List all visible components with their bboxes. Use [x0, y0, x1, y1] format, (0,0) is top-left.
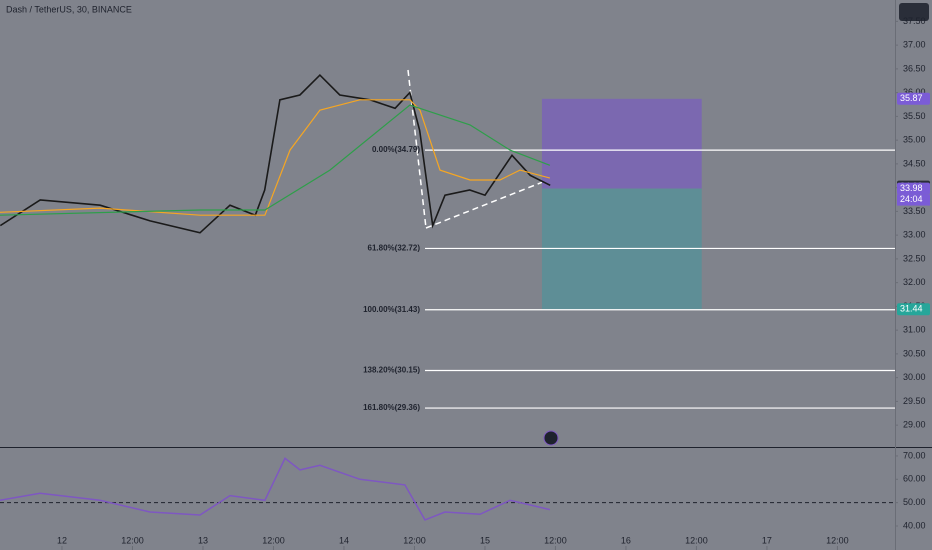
fib-label: 0.00%(34.79)	[372, 145, 420, 154]
countdown: 24:04	[900, 194, 923, 204]
y-tick-label: 30.00	[903, 372, 926, 382]
price-label: 35.87	[900, 93, 923, 103]
fib-label: 161.80%(29.36)	[363, 403, 420, 412]
x-tick-label: 12:00	[826, 535, 849, 545]
price-label-box	[897, 92, 930, 105]
x-tick-label: 14	[339, 535, 349, 545]
button[interactable]	[899, 3, 929, 21]
x-tick-label: 12:00	[685, 535, 708, 545]
y-tick-label: 34.50	[903, 158, 926, 168]
y-tick-label: 30.50	[903, 348, 926, 358]
fib-label: 100.00%(31.43)	[363, 305, 420, 314]
profit-zone	[541, 98, 702, 189]
pattern-line	[407, 69, 427, 229]
pattern-line	[425, 177, 554, 229]
price-line	[0, 99, 551, 216]
x-tick-label: 13	[198, 535, 208, 545]
fib-label: 61.80%(32.72)	[368, 244, 421, 253]
rsi-line	[0, 457, 551, 521]
y-tick-label: 37.50	[903, 16, 926, 26]
chart-title: Dash / TetherUS, 30, BINANCE	[6, 4, 132, 14]
x-tick-label: 15	[480, 535, 490, 545]
countdown-box	[897, 194, 930, 206]
y-tick-label: 32.50	[903, 253, 926, 263]
x-tick-label: 17	[762, 535, 772, 545]
fib-label: 138.20%(30.15)	[363, 366, 420, 375]
price-label: 31.44	[900, 304, 923, 314]
y-tick-label: 35.50	[903, 111, 926, 121]
y-tick-label: 36.50	[903, 63, 926, 73]
price-label-box	[897, 182, 930, 195]
rsi-tick-label: 40.00	[903, 520, 926, 530]
x-tick-label: 12:00	[403, 535, 426, 545]
rsi-tick-label: 60.00	[903, 474, 926, 484]
y-tick-label: 37.00	[903, 40, 926, 50]
rsi-tick-label: 70.00	[903, 450, 926, 460]
y-tick-label: 36.00	[903, 87, 926, 97]
price-line	[0, 104, 551, 216]
y-tick-label: 32.00	[903, 277, 926, 287]
price-label-box	[897, 303, 930, 316]
event-icon[interactable]	[543, 430, 559, 446]
x-tick-label: 12	[57, 535, 67, 545]
x-tick-label: 12:00	[262, 535, 285, 545]
price-line	[0, 73, 551, 234]
y-tick-label: 35.00	[903, 135, 926, 145]
y-tick-label: 33.50	[903, 206, 926, 216]
x-tick-label: 12:00	[121, 535, 144, 545]
y-tick-label: 29.00	[903, 420, 926, 430]
y-tick-label: 29.50	[903, 396, 926, 406]
y-tick-label: 33.00	[903, 230, 926, 240]
x-tick-label: 12:00	[544, 535, 567, 545]
x-tick-label: 16	[621, 535, 631, 545]
rsi-tick-label: 50.00	[903, 497, 926, 507]
y-tick-label: 31.00	[903, 325, 926, 335]
price-label: 33.98	[900, 183, 923, 193]
